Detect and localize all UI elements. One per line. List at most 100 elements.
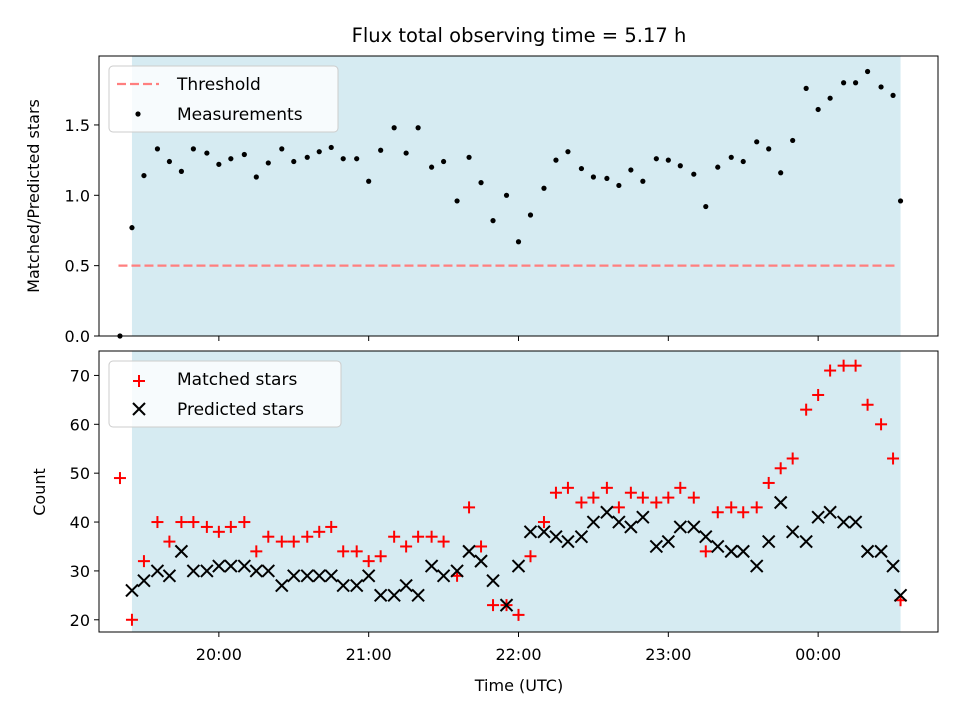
measurement-point	[415, 125, 421, 131]
bottom-y-ticks: 20 30 40 50 60 70	[70, 366, 99, 630]
predicted-star-point	[724, 544, 738, 559]
predicted-star-point	[874, 544, 888, 559]
matched-star-point	[561, 481, 574, 494]
measurement-point	[340, 156, 346, 162]
predicted-star-point	[349, 578, 364, 593]
bottom-plot-frame	[98, 350, 939, 633]
measurement-point	[391, 125, 397, 131]
predicted-stars-points	[125, 495, 908, 612]
measurement-point	[864, 68, 871, 75]
measurement-point	[466, 154, 472, 160]
predicted-star-point	[523, 525, 538, 539]
measurement-point	[754, 139, 760, 145]
measurement-point	[553, 157, 559, 163]
matched-star-point	[187, 516, 200, 529]
measurement-point	[503, 192, 510, 198]
legend-matched-swatch	[133, 375, 145, 387]
measurement-point	[204, 150, 210, 156]
measurement-point	[279, 146, 285, 152]
matched-star-point	[774, 462, 787, 475]
bottom-y-axis-label: Count	[30, 468, 49, 516]
top-y-axis-label: Matched/Predicted stars	[24, 99, 43, 293]
predicted-star-point	[261, 564, 276, 578]
predicted-star-point	[186, 564, 201, 578]
measurement-point	[429, 164, 435, 170]
predicted-star-point	[486, 573, 500, 588]
matched-star-point	[325, 520, 338, 533]
matched-star-point	[425, 530, 438, 543]
bottom-y-tick-label: 20	[70, 611, 90, 630]
matched-star-point	[537, 516, 550, 529]
measurement-point	[541, 185, 547, 191]
matched-star-point	[725, 501, 738, 514]
matched-star-point	[125, 613, 138, 626]
measurement-point	[778, 170, 784, 176]
measurement-point	[653, 156, 659, 162]
measurement-point	[640, 178, 646, 184]
matched-star-point	[238, 516, 251, 529]
measurement-point	[291, 158, 297, 165]
predicted-star-point	[574, 529, 589, 544]
predicted-star-point	[125, 583, 139, 598]
predicted-star-point	[411, 588, 425, 603]
predicted-star-point	[450, 564, 464, 578]
measurement-point	[527, 212, 534, 218]
measurement-point	[366, 178, 372, 184]
measurement-point	[628, 167, 634, 173]
bottom-legend: Matched stars Predicted stars	[108, 360, 342, 428]
matched-star-point	[175, 516, 188, 529]
matched-star-point	[861, 398, 874, 411]
top-y-tick-label: 0.0	[65, 327, 90, 346]
matched-star-point	[362, 555, 375, 568]
predicted-star-point	[511, 559, 526, 573]
predicted-star-point	[137, 573, 151, 588]
matched-star-point	[711, 506, 724, 519]
matched-star-point	[463, 501, 476, 514]
predicted-star-point	[699, 529, 713, 544]
x-tick-label: 23:00	[645, 645, 691, 664]
bottom-y-tick-label: 40	[70, 513, 90, 532]
measurement-point	[316, 149, 322, 155]
matched-star-point	[487, 599, 500, 612]
matched-star-point	[887, 452, 900, 465]
matched-star-point	[151, 516, 164, 529]
matched-star-point	[737, 506, 750, 519]
predicted-star-point	[275, 578, 289, 593]
measurement-point	[890, 92, 896, 98]
matched-star-point	[662, 491, 675, 504]
measurement-point	[228, 156, 234, 162]
chart-title: Flux total observing time = 5.17 h	[352, 24, 687, 47]
matched-star-point	[524, 550, 537, 563]
predicted-star-point	[224, 559, 238, 573]
matched-star-point	[674, 481, 687, 494]
matched-star-point	[636, 491, 649, 504]
matched-star-point	[163, 535, 176, 548]
measurement-point	[815, 106, 821, 113]
bottom-panel: 20 30 40 50 60 70 20:00 21:00 22:00 23:00 00:00 C…	[30, 350, 939, 695]
matched-star-point	[587, 491, 600, 504]
top-legend-box	[108, 65, 339, 133]
top-legend: Threshold Measurements	[108, 65, 339, 133]
predicted-star-point	[237, 559, 252, 573]
measurement-point	[766, 146, 772, 152]
matched-star-point	[699, 545, 712, 558]
predicted-star-point	[249, 564, 264, 578]
legend-matched-label: Matched stars	[177, 370, 297, 390]
top-y-tick-label: 0.5	[65, 257, 90, 276]
predicted-star-point	[474, 554, 488, 568]
measurement-point	[241, 151, 247, 158]
bottom-x-ticks: 20:00 21:00 22:00 23:00 00:00	[196, 632, 841, 664]
bottom-y-tick-label: 60	[70, 415, 90, 434]
matched-star-point	[612, 501, 625, 514]
measurement-points	[117, 68, 904, 339]
matched-star-point	[875, 418, 888, 431]
measurement-point	[897, 198, 904, 204]
matched-star-point	[262, 530, 275, 543]
measurement-point	[166, 158, 173, 165]
measurement-point	[715, 164, 721, 170]
matched-star-point	[412, 530, 425, 543]
top-x-ticks	[218, 336, 819, 341]
matched-star-point	[374, 550, 387, 563]
measurement-point	[378, 147, 384, 153]
